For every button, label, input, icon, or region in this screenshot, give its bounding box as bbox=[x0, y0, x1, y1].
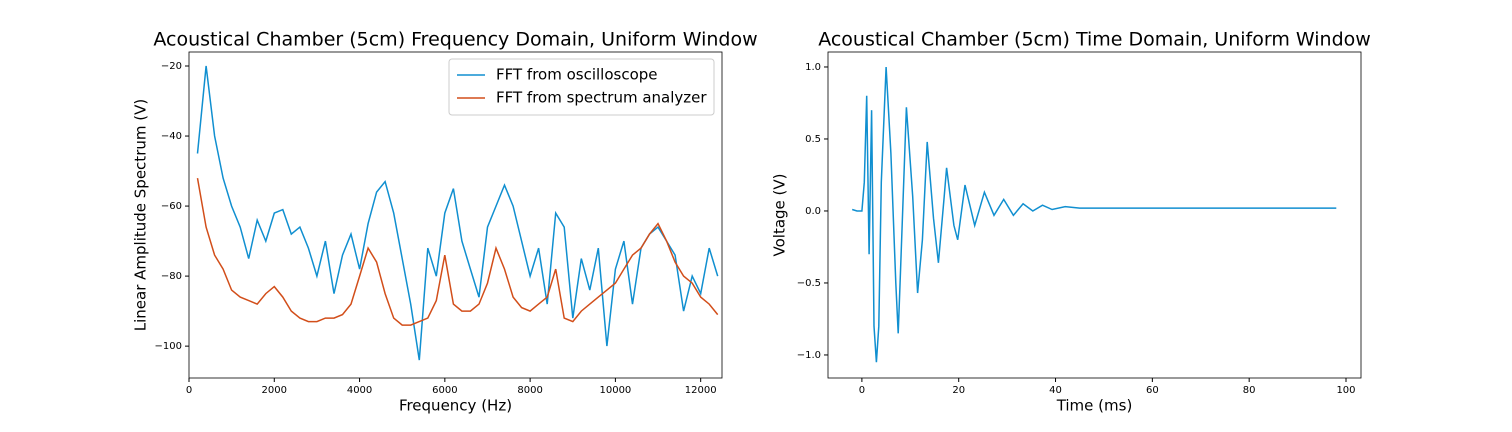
y-axis-label: Linear Amplitude Spectrum (V) bbox=[132, 99, 150, 331]
x-axis-label: Frequency (Hz) bbox=[399, 397, 512, 415]
y-tick-label: 0.0 bbox=[805, 206, 821, 217]
axes-frame bbox=[188, 51, 723, 379]
x-tick-label: 0 bbox=[859, 385, 865, 396]
x-tick-label: 4000 bbox=[347, 385, 372, 396]
y-tick-label: −80 bbox=[161, 271, 182, 282]
axes-frame bbox=[827, 51, 1362, 379]
x-tick-label: 12000 bbox=[685, 385, 717, 396]
x-tick-label: 20 bbox=[952, 385, 965, 396]
series-line bbox=[851, 66, 1337, 363]
y-tick-label: 1.0 bbox=[805, 62, 821, 73]
legend-label: FFT from oscilloscope bbox=[496, 66, 658, 84]
x-tick-label: 2000 bbox=[262, 385, 287, 396]
x-axis-label: Time (ms) bbox=[1056, 397, 1133, 415]
series-line bbox=[196, 177, 719, 326]
y-tick-label: −0.5 bbox=[797, 278, 821, 289]
y-tick-label: −1.0 bbox=[797, 350, 821, 361]
y-tick-label: 0.5 bbox=[805, 134, 821, 145]
y-axis-label: Voltage (V) bbox=[771, 174, 789, 257]
x-tick-label: 60 bbox=[1146, 385, 1159, 396]
chart-title: Acoustical Chamber (5cm) Time Domain, Un… bbox=[818, 29, 1371, 51]
y-tick-label: −40 bbox=[161, 131, 182, 142]
y-tick-label: −100 bbox=[155, 341, 182, 352]
x-tick-label: 80 bbox=[1243, 385, 1256, 396]
y-tick-label: −60 bbox=[161, 201, 182, 212]
x-tick-label: 0 bbox=[186, 385, 192, 396]
series-line bbox=[196, 65, 719, 361]
x-tick-label: 6000 bbox=[432, 385, 457, 396]
legend-label: FFT from spectrum analyzer bbox=[496, 89, 707, 107]
chart-title: Acoustical Chamber (5cm) Frequency Domai… bbox=[153, 29, 757, 51]
y-tick-label: −20 bbox=[161, 61, 182, 72]
x-tick-label: 10000 bbox=[599, 385, 631, 396]
x-tick-label: 40 bbox=[1049, 385, 1062, 396]
plot-area bbox=[851, 66, 1337, 363]
legend-box bbox=[448, 58, 715, 116]
x-tick-label: 100 bbox=[1336, 385, 1355, 396]
x-tick-label: 8000 bbox=[517, 385, 542, 396]
plot-area bbox=[196, 65, 719, 361]
